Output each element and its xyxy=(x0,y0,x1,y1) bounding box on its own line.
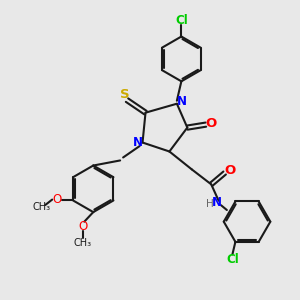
Text: N: N xyxy=(177,95,187,108)
Text: O: O xyxy=(78,220,87,233)
Text: CH₃: CH₃ xyxy=(33,202,51,212)
Text: S: S xyxy=(120,88,129,101)
Text: O: O xyxy=(224,164,236,176)
Text: N: N xyxy=(212,196,222,209)
Text: N: N xyxy=(133,136,142,149)
Text: O: O xyxy=(206,117,217,130)
Text: O: O xyxy=(52,193,61,206)
Text: Cl: Cl xyxy=(175,14,188,27)
Text: H: H xyxy=(206,199,214,209)
Text: Cl: Cl xyxy=(226,253,239,266)
Text: CH₃: CH₃ xyxy=(74,238,92,248)
